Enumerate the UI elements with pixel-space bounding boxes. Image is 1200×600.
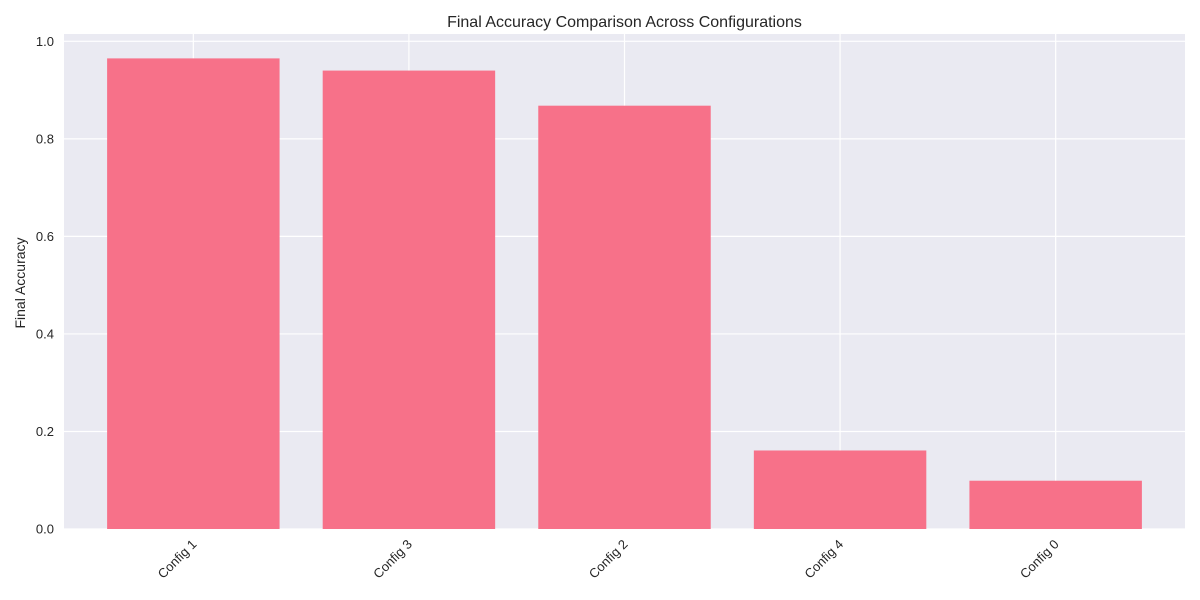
- y-tick-label: 1.0: [36, 34, 54, 49]
- x-tick-label: Config 4: [801, 537, 846, 582]
- bar-config-0: [969, 480, 1142, 529]
- x-tick-label: Config 2: [586, 537, 631, 582]
- bars: [107, 58, 1142, 530]
- bar-config-4: [753, 450, 927, 529]
- y-tick-label: 0.4: [36, 326, 54, 341]
- x-tick-label: Config 1: [155, 537, 200, 582]
- y-tick-labels: 0.0 0.2 0.4 0.6 0.8 1.0: [36, 34, 54, 537]
- bar-config-1: [107, 58, 280, 529]
- x-tick-label: Config 3: [370, 537, 415, 582]
- y-tick-label: 0.8: [36, 131, 54, 146]
- y-tick-label: 0.2: [36, 424, 54, 439]
- y-tick-label: 0.6: [36, 229, 54, 244]
- x-tick-labels: Config 1 Config 3 Config 2 Config 4 Config 0: [155, 537, 1062, 582]
- x-tick-label: Config 0: [1017, 537, 1062, 582]
- bar-config-2: [538, 105, 711, 530]
- y-tick-label: 0.0: [36, 522, 54, 537]
- bar-config-3: [322, 70, 496, 529]
- chart-title: Final Accuracy Comparison Across Configu…: [447, 14, 802, 31]
- y-axis-label: Final Accuracy: [12, 237, 28, 328]
